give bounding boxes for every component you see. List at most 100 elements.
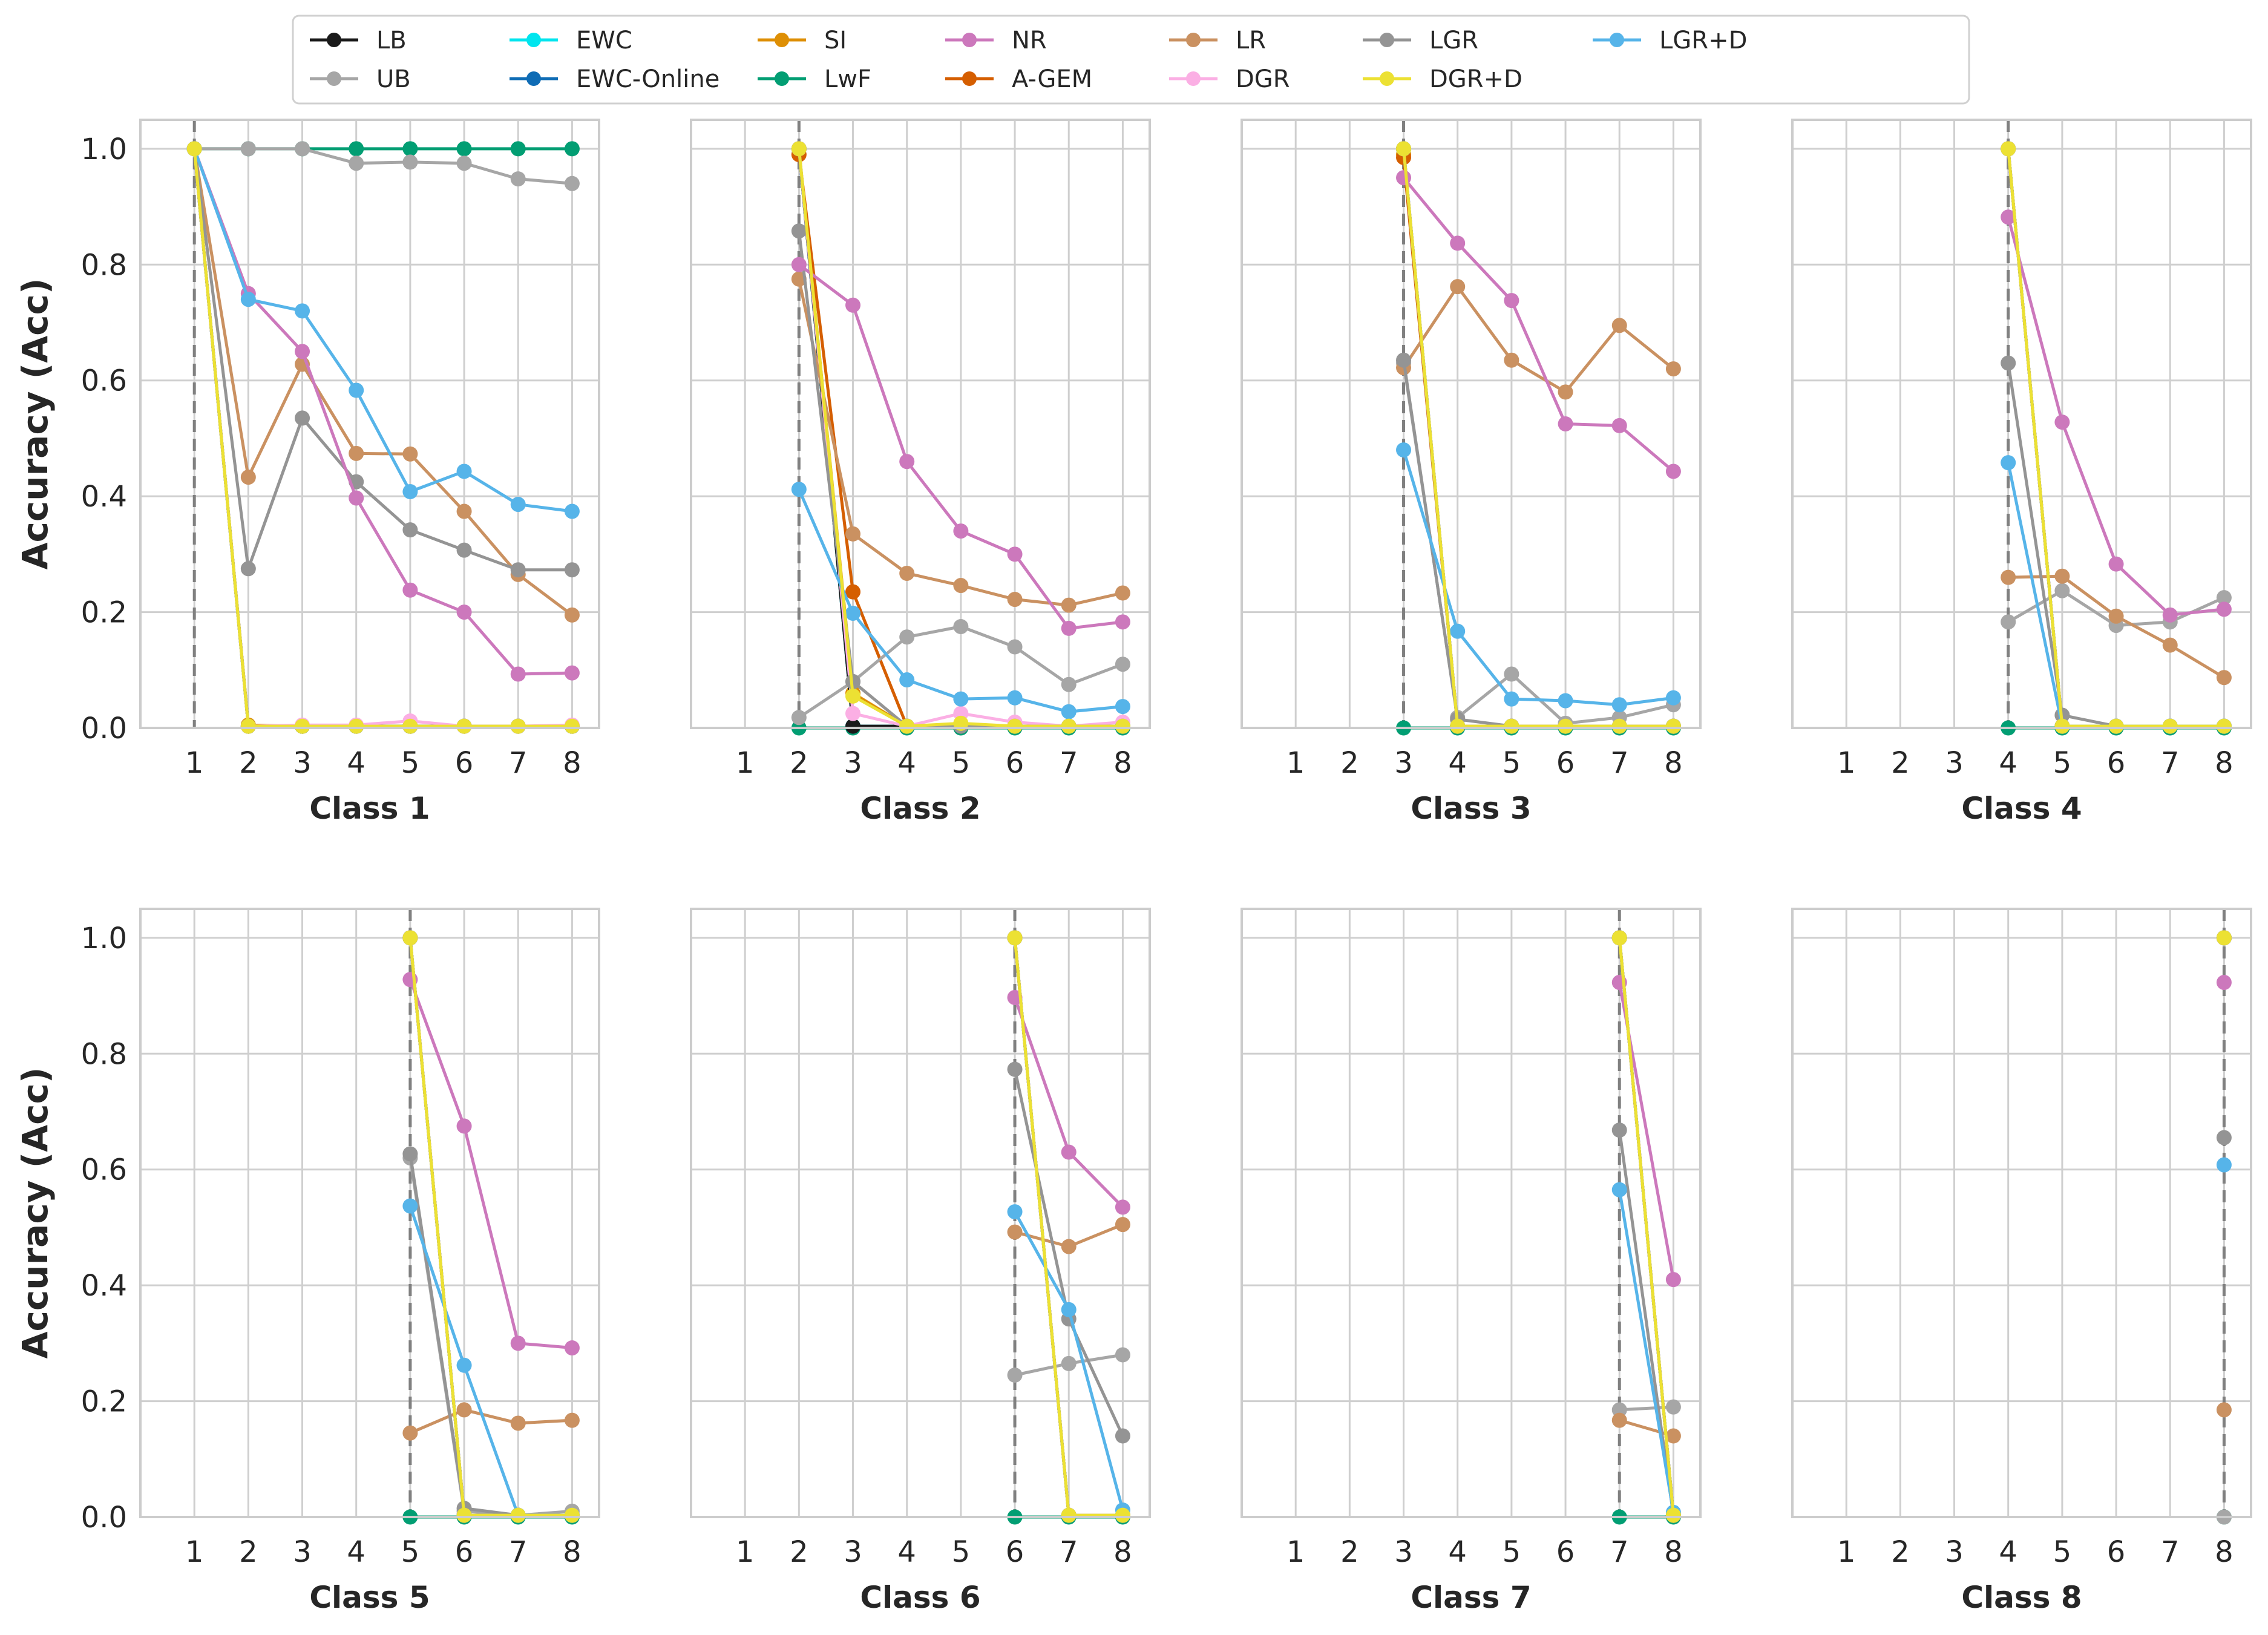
legend-label: DGR+D <box>1429 65 1522 93</box>
point-lr <box>1665 361 1681 377</box>
point-lr <box>1665 1428 1681 1444</box>
y-tick-label: 0.0 <box>81 712 127 745</box>
legend-marker <box>327 71 341 86</box>
point-dgr-d <box>402 930 418 946</box>
y-tick-label: 0.8 <box>81 1037 127 1071</box>
point-lwf <box>349 141 364 157</box>
point-lr <box>564 1412 580 1428</box>
x-tick-label: 2 <box>239 746 258 780</box>
series-line-dgr-d <box>1402 148 1674 728</box>
plot-frame <box>1791 119 2252 729</box>
point-ub <box>1061 1355 1077 1371</box>
point-lgr-d <box>1061 704 1077 719</box>
plot-frame <box>139 908 600 1518</box>
legend-marker <box>526 33 541 47</box>
legend-item-ewc: EWC <box>510 27 632 54</box>
panel-class-6: 1 2 3 4 5 6 7 8 Class 6 <box>690 908 1151 1615</box>
x-tick-label: 5 <box>401 746 420 780</box>
series-line-ub <box>194 147 572 185</box>
point-lr <box>2054 568 2070 584</box>
series-nr <box>2216 975 2232 991</box>
point-nr <box>2054 414 2070 430</box>
point-dgr-d <box>349 718 364 734</box>
point-lgr-d <box>953 691 969 707</box>
point-lr <box>1061 597 1077 613</box>
point-lgr-d <box>2216 1157 2232 1173</box>
point-dgr-d <box>1504 718 1519 734</box>
series-nr <box>2001 209 2232 623</box>
series-line-lgr-d <box>192 148 572 513</box>
point-dgr-d <box>1061 1507 1077 1523</box>
point-nr <box>1611 418 1627 433</box>
legend: LB UB EWC EWC-Online SI LwF NR A-GEM LR DGR LGR DGR… <box>292 15 1970 105</box>
point-ub <box>1007 639 1023 655</box>
legend-marker <box>1186 71 1201 86</box>
x-tick-label: 8 <box>1664 1535 1683 1569</box>
legend-marker <box>1186 33 1201 47</box>
point-lr <box>1504 352 1519 368</box>
point-lr <box>953 578 969 594</box>
x-tick-label: 7 <box>509 746 528 780</box>
legend-item-nr: NR <box>945 27 1047 54</box>
point-nr <box>1450 235 1466 251</box>
x-tick-label: 8 <box>1664 746 1683 780</box>
point-dgr-d <box>845 688 861 704</box>
point-ub <box>1504 666 1519 682</box>
panel-class-1: 1 2 3 4 5 6 7 8 0.0 0.2 0.4 0.6 0.8 1.0 Accuracy (Acc)… <box>15 119 600 826</box>
x-tick-label: 6 <box>1556 1535 1575 1569</box>
series-line-dgr-d <box>192 148 572 728</box>
point-dgr <box>845 706 861 721</box>
point-lgr-d <box>564 503 580 519</box>
point-nr <box>1115 614 1130 630</box>
point-lr <box>1061 1239 1077 1254</box>
point-nr <box>1007 546 1023 562</box>
point-dgr-d <box>240 718 256 734</box>
point-lgr <box>456 542 472 558</box>
point-lgr-d <box>845 605 861 621</box>
legend-item-lwf: LwF <box>758 65 871 93</box>
legend-marker <box>327 33 341 47</box>
panels-grid: 1 2 3 4 5 6 7 8 0.0 0.2 0.4 0.6 0.8 1.0 Accuracy (Acc)… <box>15 119 2252 1615</box>
point-dgr-d <box>2108 718 2124 734</box>
panel-class-7: 1 2 3 4 5 6 7 8 Class 7 <box>1241 908 1702 1615</box>
series-line-dgr-d <box>1617 937 1675 1516</box>
x-tick-label: 8 <box>563 746 582 780</box>
point-a-gem <box>845 584 861 600</box>
panel-class-5: 1 2 3 4 5 6 7 8 0.0 0.2 0.4 0.6 0.8 1.0 Accuracy (Acc)… <box>15 908 600 1615</box>
series-dgr-d <box>1396 141 1681 734</box>
legend-marker <box>775 71 789 86</box>
point-dgr-d <box>456 1507 472 1523</box>
plot-area <box>1792 120 2251 728</box>
point-dgr-d <box>564 1507 580 1523</box>
x-tick-label: 1 <box>185 1535 204 1569</box>
point-lwf <box>564 141 580 157</box>
plot-area <box>140 909 599 1517</box>
point-lgr <box>402 1146 418 1162</box>
x-tick-label: 3 <box>1394 746 1413 780</box>
plot-frame <box>1241 908 1702 1518</box>
x-tick-label: 1 <box>736 746 755 780</box>
point-nr <box>564 665 580 681</box>
legend-marker <box>962 71 977 86</box>
point-ub <box>2216 590 2232 606</box>
point-dgr-d <box>1558 718 1573 734</box>
point-lwf <box>456 141 472 157</box>
y-tick-label: 0.2 <box>81 596 127 630</box>
series-dgr-d <box>791 141 1130 734</box>
legend-marker <box>526 71 541 86</box>
point-nr <box>953 523 969 539</box>
point-lr <box>2216 1402 2232 1418</box>
point-nr <box>349 490 364 506</box>
point-nr <box>1504 293 1519 309</box>
series-nr <box>791 257 1130 636</box>
legend-item-ub: UB <box>310 65 411 93</box>
point-dgr-d <box>1665 1507 1681 1523</box>
point-lwf <box>510 141 526 157</box>
point-lr <box>2001 569 2016 585</box>
x-tick-label: 4 <box>897 1535 916 1569</box>
point-lgr <box>2216 1130 2232 1145</box>
series-line-lgr <box>192 148 572 572</box>
point-ub <box>564 175 580 191</box>
point-nr <box>1061 1144 1077 1160</box>
point-nr <box>1665 464 1681 479</box>
